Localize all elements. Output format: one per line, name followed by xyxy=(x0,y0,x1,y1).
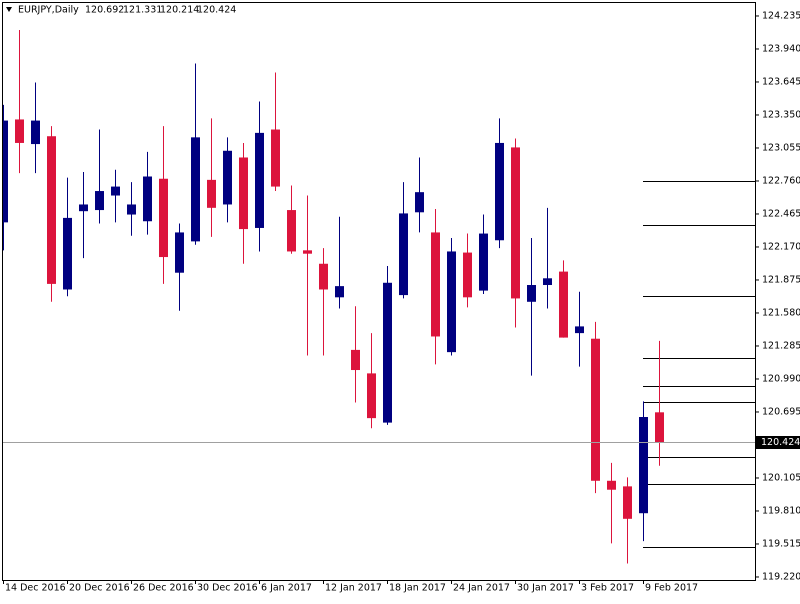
price-label: 120.424 xyxy=(761,437,800,448)
candle-body xyxy=(575,326,584,334)
y-tick-label: 119.810 xyxy=(762,505,800,516)
candle-body xyxy=(639,417,648,514)
y-tick-label: 122.465 xyxy=(762,208,800,219)
candle-body xyxy=(367,373,376,419)
candle-body xyxy=(111,186,120,196)
y-tick-label: 120.105 xyxy=(762,472,800,483)
candle-body xyxy=(591,338,600,481)
candle-body xyxy=(175,232,184,273)
candle-body xyxy=(383,282,392,423)
candle-body xyxy=(31,120,40,145)
menu-triangle[interactable] xyxy=(6,7,12,12)
y-tick-label: 123.645 xyxy=(762,76,800,87)
y-tick-label: 122.170 xyxy=(762,241,800,252)
candle-body xyxy=(463,252,472,298)
candle-body xyxy=(495,142,504,241)
header-close: 120.424 xyxy=(197,5,236,16)
x-tick-label: 6 Jan 2017 xyxy=(261,583,312,594)
candle-body xyxy=(399,213,408,296)
candle-body xyxy=(431,232,440,337)
candle-body xyxy=(3,120,8,223)
y-tick-label: 121.285 xyxy=(762,340,800,351)
candle-body xyxy=(47,136,56,284)
candle-body xyxy=(271,129,280,187)
candle-body xyxy=(543,278,552,286)
candle-body xyxy=(15,119,24,143)
y-tick-label: 120.990 xyxy=(762,373,800,384)
plot-area xyxy=(3,29,755,564)
candle-body xyxy=(351,349,360,371)
header-high: 121.331 xyxy=(123,5,162,16)
y-tick-label: 122.760 xyxy=(762,175,800,186)
x-tick-label: 26 Dec 2016 xyxy=(133,583,194,594)
price-label-box xyxy=(756,436,800,449)
symbol: EURJPY,Daily xyxy=(18,5,79,16)
y-tick-label: 119.220 xyxy=(762,571,800,582)
x-tick-label: 30 Dec 2016 xyxy=(197,583,258,594)
y-tick-label: 123.350 xyxy=(762,109,800,120)
candle-body xyxy=(63,217,72,290)
candle-body xyxy=(559,271,568,338)
candle-body xyxy=(223,150,232,205)
candle-body xyxy=(511,147,520,299)
x-tick-label: 24 Jan 2017 xyxy=(453,583,510,594)
candle-body xyxy=(447,251,456,353)
candle-body xyxy=(207,179,216,208)
y-tick-label: 123.940 xyxy=(762,43,800,54)
y-tick-label: 123.055 xyxy=(762,142,800,153)
candle-body xyxy=(655,412,664,443)
plot-frame xyxy=(2,2,756,581)
candle-body xyxy=(287,210,296,252)
y-tick-label: 120.695 xyxy=(762,406,800,417)
y-tick-label: 119.515 xyxy=(762,538,800,549)
candle-body xyxy=(79,204,88,212)
candle-body xyxy=(95,191,104,211)
candle-body xyxy=(607,480,616,490)
x-tick-label: 14 Dec 2016 xyxy=(5,583,66,594)
candle-body xyxy=(479,233,488,291)
x-tick-label: 18 Jan 2017 xyxy=(389,583,446,594)
candle-body xyxy=(255,132,264,228)
candle-body xyxy=(303,250,312,254)
x-tick-label: 3 Feb 2017 xyxy=(581,583,634,594)
candle-body xyxy=(527,285,536,302)
candle-body xyxy=(143,176,152,222)
y-tick-label: 121.580 xyxy=(762,307,800,318)
header-low: 120.214 xyxy=(160,5,199,16)
x-tick-label: 30 Jan 2017 xyxy=(517,583,574,594)
x-tick-label: 20 Dec 2016 xyxy=(69,583,130,594)
y-tick-label: 121.875 xyxy=(762,274,800,285)
x-tick-label: 12 Jan 2017 xyxy=(325,583,382,594)
candle-body xyxy=(623,486,632,519)
candle-body xyxy=(415,192,424,213)
candle-body xyxy=(319,263,328,290)
candle-body xyxy=(239,157,248,230)
candle-body xyxy=(191,137,200,242)
candle-body xyxy=(335,286,344,298)
candle-body xyxy=(127,204,136,215)
header-open: 120.692 xyxy=(85,5,124,16)
x-tick-label: 9 Feb 2017 xyxy=(645,583,698,594)
candle-body xyxy=(159,178,168,258)
y-tick-label: 124.235 xyxy=(762,10,800,21)
